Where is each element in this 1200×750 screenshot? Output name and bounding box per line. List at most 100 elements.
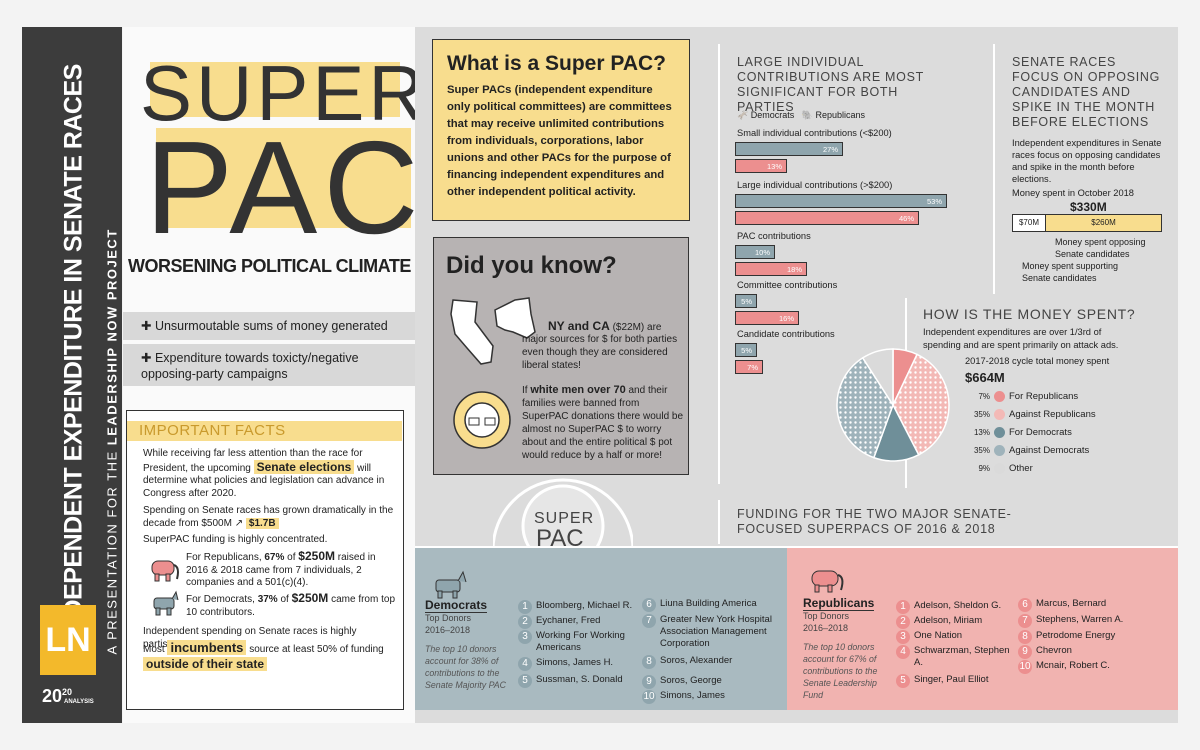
donor-item: 10 Mcnair, Robert C. [1018, 660, 1110, 674]
divider [718, 44, 720, 484]
dem-sub1: Top Donors [425, 613, 472, 623]
facts-heading: IMPORTANT FACTS [127, 421, 402, 441]
senate-total: $330M [1070, 200, 1107, 214]
donor-item: 4 Schwarzman, Stephen A. [896, 645, 1016, 669]
senate-bar: $70M $260M [1012, 214, 1162, 232]
pie-slice-pattern [893, 354, 949, 455]
donor-item: 9 Soros, George [642, 675, 777, 689]
pie-legend-item: 35% Against Republicans [973, 409, 1096, 421]
donor-item: 9 Chevron [1018, 645, 1153, 659]
spent-total: $664M [965, 370, 1005, 385]
fact-3: SuperPAC funding is highly concentrated. [143, 534, 328, 545]
fact-1: While receiving far less attention than … [143, 448, 385, 499]
rep-title: Republicans [803, 596, 875, 611]
what-is-superpac: What is a Super PAC? Super PACs (indepen… [432, 39, 690, 221]
divider [993, 44, 995, 294]
donkey-icon: 🫏 [737, 110, 749, 120]
pie-legend-item: 35% Against Democrats [973, 445, 1090, 457]
bullet-1: ✚ Unsurmoutable sums of money generated [123, 312, 415, 340]
donor-item: 6 Liuna Building America [642, 598, 777, 612]
donor-item: 5 Singer, Paul Elliot [896, 674, 1016, 688]
pie-slice [861, 348, 894, 408]
pie-legend-item: 7% For Republicans [978, 391, 1079, 403]
senate-body: Independent expenditures in Senate races… [1012, 138, 1162, 184]
donor-item: 7 Greater New York Hospital Association M… [642, 614, 777, 650]
category-label: Large individual contributions (>$200) [737, 180, 893, 190]
did-fact-1: NY and CA ($22M) are [548, 319, 662, 334]
fact-5: For Democrats, 37% of $250M came from to… [186, 591, 396, 618]
elderly-man-icon [453, 391, 511, 449]
bullet-2: ✚ Expenditure towards toxicty/negative o… [123, 344, 415, 386]
divider [718, 500, 720, 544]
arrow-up-icon: ↗ [234, 517, 244, 529]
contrib-legend: 🫏 Democrats 🐘 Republicans [737, 110, 866, 120]
year-mark: 2020 ANALYSIS [42, 686, 94, 706]
hero-pac: PAC [145, 114, 425, 261]
support-amount: $70M [1013, 215, 1045, 231]
superpac-badge [493, 478, 633, 550]
donor-item: 8 Petrodome Energy [1018, 630, 1153, 644]
support-label: Money spent supporting Senate candidates [1022, 261, 1119, 283]
sidebar-title: INDEPENDENT EXPENDITURE IN SENATE RACES [59, 64, 88, 642]
fact-7: Most incumbents source at least 50% of f… [143, 640, 384, 671]
category-label: Candidate contributions [737, 329, 835, 339]
dem-bar: 5% [735, 294, 757, 308]
rep-bar: 18% [735, 262, 807, 276]
rep-bar: 13% [735, 159, 787, 173]
spent-body: Independent expenditures are over 1/3rd … [923, 327, 1119, 350]
dem-title: Democrats [425, 598, 488, 613]
dem-bar: 27% [735, 142, 843, 156]
dem-bar: 10% [735, 245, 775, 259]
fact-2: Spending on Senate races has grown drama… [143, 505, 394, 529]
ln-logo: LN [40, 605, 96, 675]
spent-heading: HOW IS THE MONEY SPENT? [923, 306, 1136, 322]
donor-item: 3 Working For Working Americans [518, 630, 638, 654]
what-heading: What is a Super PAC? [447, 52, 666, 75]
donor-item: 1 Adelson, Sheldon G. [896, 600, 1016, 614]
donor-item: 2 Eychaner, Fred [518, 615, 638, 629]
fact-4: For Republicans, 67% of $250M raised in … [186, 549, 376, 588]
rep-bar: 46% [735, 211, 919, 225]
dem-note: The top 10 donors account for 38% of con… [425, 644, 506, 690]
spending-pie [836, 348, 950, 462]
hero-super: SUPER [140, 49, 429, 137]
did-fact-2: If white men over 70 and their families … [522, 384, 684, 461]
contrib-chart: Small individual contributions (<$200) 27… [735, 128, 975, 374]
senate-money-label: Money spent in October 2018 [1012, 188, 1134, 198]
donor-item: 3 One Nation [896, 630, 1016, 644]
funding-heading: FUNDING FOR THE TWO MAJOR SENATE-FOCUSED… [737, 507, 1012, 536]
pie-legend-item: 13% For Democrats [973, 427, 1072, 439]
donkey-icon [435, 570, 467, 599]
contrib-heading: LARGE INDIVIDUAL CONTRIBUTIONS ARE MOST … [737, 55, 924, 114]
badge-super: SUPER [534, 510, 595, 527]
hero-highlight-2 [156, 128, 411, 228]
donor-item: 6 Marcus, Bernard [1018, 598, 1153, 612]
dem-bar: 5% [735, 343, 757, 357]
dem-donors [415, 548, 787, 710]
dem-bar: 53% [735, 194, 947, 208]
donor-item: 2 Adelson, Miriam [896, 615, 1016, 629]
rep-bar: 7% [735, 360, 763, 374]
what-body: Super PACs (independent expenditure only… [447, 84, 672, 198]
senate-heading: SENATE RACES FOCUS ON OPPOSING CANDIDATE… [1012, 55, 1161, 129]
donkey-icon [153, 590, 179, 616]
category-label: Small individual contributions (<$200) [737, 128, 892, 138]
hero-highlight [150, 62, 400, 117]
oppose-amount: $260M [1045, 215, 1161, 231]
pie-legend-item: 9% Other [978, 463, 1033, 475]
donor-item: 4 Simons, James H. [518, 657, 638, 671]
plus-icon: ✚ [141, 351, 155, 365]
rep-sub2: 2016–2018 [803, 623, 849, 633]
fact-6: Independent spending on Senate races is … [143, 626, 357, 650]
hero-tagline: WORSENING POLITICAL CLIMATE [128, 256, 411, 276]
category-label: PAC contributions [737, 231, 811, 241]
pie-slice-pattern [837, 357, 893, 458]
did-fact-1-rest: major sources for $ for both parties eve… [522, 334, 678, 371]
ny-ca-map-icon [450, 297, 536, 365]
dem-sub2: 2016–2018 [425, 625, 471, 635]
sidebar-subtitle: A PRESENTATION FOR THE LEADERSHIP NOW PR… [104, 228, 120, 655]
elephant-icon [811, 570, 844, 593]
donor-item: 1 Bloomberg, Michael R. [518, 600, 638, 614]
spent-cycle: 2017-2018 cycle total money spent [965, 356, 1110, 366]
donor-item: 5 Sussman, S. Donald [518, 674, 638, 688]
